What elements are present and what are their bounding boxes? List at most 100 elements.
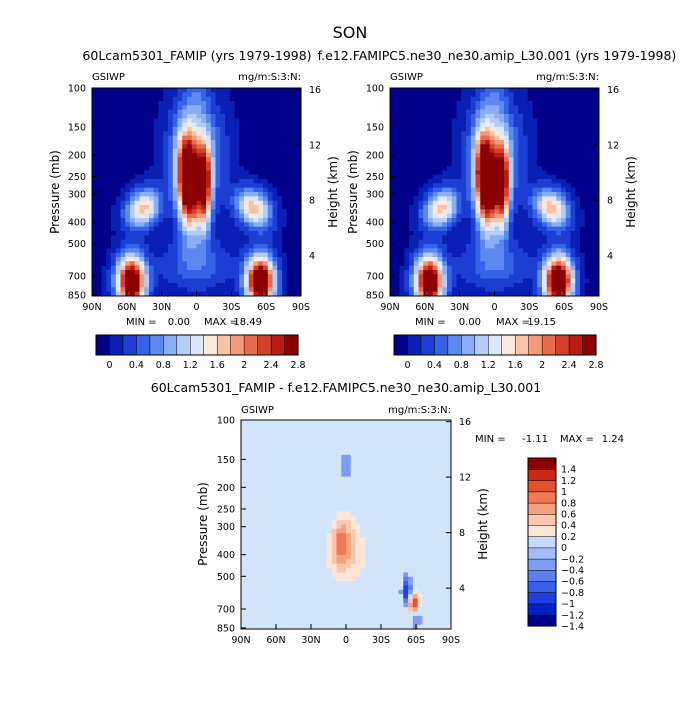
heatmap-cell [163,144,169,150]
heatmap-cell [556,291,562,297]
heatmap-cell [432,287,438,293]
heatmap-cell [229,96,235,102]
heatmap-cell [499,283,505,288]
heatmap-cell [130,127,136,132]
heatmap-cell [336,433,342,438]
heatmap-cell [365,424,371,430]
heatmap-cell [451,213,457,219]
heatmap-cell [556,257,562,262]
heatmap-cell [404,257,410,262]
heatmap-cell [428,222,434,228]
heatmap-cell [432,248,438,254]
heatmap-cell [542,244,548,249]
heatmap-cell [215,179,221,184]
heatmap-cell [461,144,467,150]
heatmap-cell [565,101,571,106]
heatmap-cell [379,459,385,464]
heatmap-cell [291,88,297,93]
heatmap-cell [575,278,581,284]
heatmap-cell [418,257,424,262]
heatmap-cell [263,131,269,137]
heatmap-cell [206,92,212,98]
heatmap-cell [432,270,438,275]
heatmap-cell [234,209,240,215]
heatmap-cell [527,235,533,241]
heatmap-cell [272,101,278,106]
heatmap-cell [466,109,472,115]
heatmap-cell [584,205,590,210]
heatmap-cell [523,257,529,262]
heatmap-cell [277,283,283,288]
heatmap-cell [277,157,283,163]
heatmap-cell [248,109,254,115]
heatmap-cell [139,265,145,271]
heatmap-cell [494,131,500,137]
heatmap-cell [437,187,443,193]
heatmap-cell [499,278,505,284]
heatmap-cell [307,472,313,477]
heatmap-cell [258,96,264,102]
heatmap-cell [403,450,409,456]
heatmap-cell [244,153,250,158]
heatmap-cell [518,222,524,228]
left-panel-title: 60Lcam5301_FAMIP (yrs 1979-1998) [82,48,311,63]
heatmap-cell [390,161,396,167]
heatmap-cell [225,105,231,111]
heatmap-cell [272,222,278,228]
heatmap-cell [253,218,259,223]
heatmap-cell [551,291,557,297]
heatmap-cell [144,287,150,293]
heatmap-cell [456,179,462,184]
heatmap-cell [418,127,424,132]
diff-panel: 60Lcam5301_FAMIP - f.e12.FAMIPC5.ne30_ne… [151,380,624,646]
heatmap-cell [153,183,159,189]
heatmap-cell [153,235,159,241]
heatmap-cell [177,278,183,284]
heatmap-cell [187,226,193,232]
heatmap-cell [322,450,328,456]
heatmap-cell [244,222,250,228]
latitude-tick-label: 90S [292,302,310,313]
heatmap-cell [134,122,140,128]
heatmap-cell [106,283,112,288]
heatmap-cell [466,170,472,176]
heatmap-cell [442,92,448,98]
heatmap-cell [437,179,443,184]
heatmap-cell [513,213,519,219]
heatmap-cell [244,283,250,288]
heatmap-cell [248,265,254,271]
heatmap-cell [561,222,567,228]
heatmap-cell [253,122,259,128]
heatmap-cell [413,239,419,245]
heatmap-cell [527,200,533,206]
heatmap-cell [428,109,434,115]
heatmap-cell [163,213,169,219]
heatmap-cell [441,463,447,469]
heatmap-cell [437,109,443,115]
heatmap-cell [245,454,251,460]
heatmap-cell [475,209,481,215]
heatmap-cell [215,101,221,106]
heatmap-cell [244,96,250,102]
heatmap-cell [248,291,254,297]
heatmap-cell [489,213,495,219]
heatmap-cell [374,472,380,477]
heatmap-cell [508,144,514,150]
heatmap-cell [253,270,259,275]
heatmap-cell [542,252,548,258]
heatmap-cell [466,127,472,132]
heatmap-cell [513,122,519,128]
heatmap-cell [101,166,107,171]
heatmap-cell [489,218,495,223]
heatmap-cell [225,218,231,223]
heatmap-cell [196,192,202,197]
heatmap-cell [413,244,419,249]
heatmap-cell [551,283,557,288]
heatmap-cell [489,231,495,236]
heatmap-cell [120,231,126,236]
heatmap-cell [215,261,221,267]
heatmap-cell [291,144,297,150]
heatmap-cell [508,209,514,215]
heatmap-cell [260,467,266,473]
heatmap-cell [134,226,140,232]
